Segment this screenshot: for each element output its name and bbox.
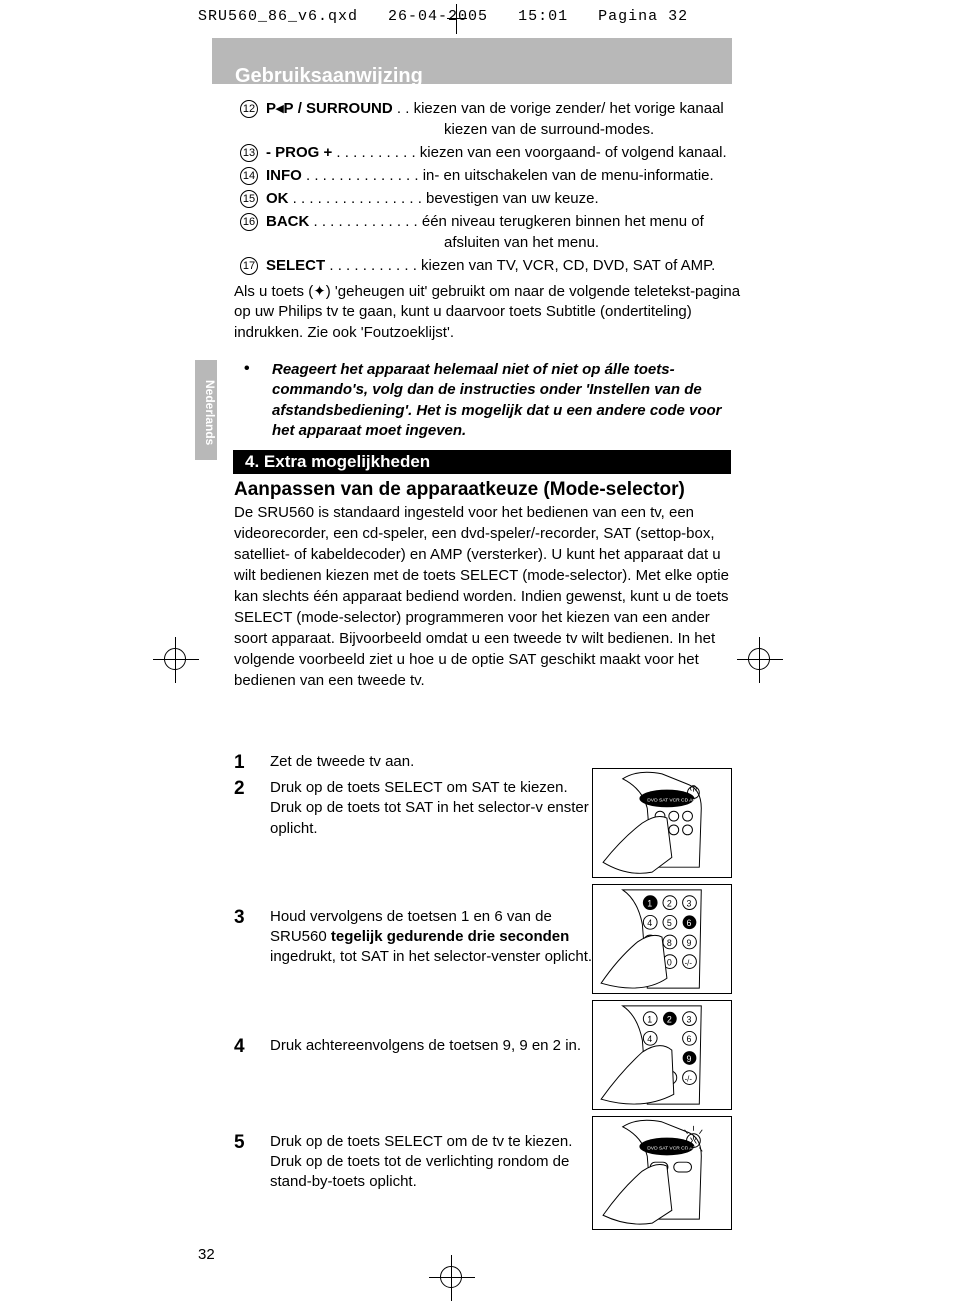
svg-text:5: 5 <box>667 918 672 928</box>
def-desc: in- en uitschakelen van de menu-informat… <box>423 167 714 184</box>
page-number: 32 <box>198 1246 215 1263</box>
svg-text:2: 2 <box>667 1015 672 1025</box>
step-row: 4 Druk achtereenvolgens de toetsen 9, 9 … <box>234 1036 594 1058</box>
svg-text:6: 6 <box>687 918 692 928</box>
header-filename: SRU560_86_v6.qxd <box>198 8 358 25</box>
definition-row: 14 INFO . . . . . . . . . . . . . . in- … <box>240 165 740 186</box>
definition-list: 12 P◂P / SURROUND . . kiezen van de vori… <box>240 98 740 278</box>
callout-number: 15 <box>240 190 258 208</box>
crop-mark-icon <box>447 4 467 34</box>
remote-illustration: DVD SAT VCR CD AMP <box>592 1116 732 1230</box>
remote-illustration: 1 2 3 4 5 6 7 8 9 0 -/- 1 <box>592 884 732 994</box>
step-number: 2 <box>234 778 270 839</box>
step-row: 1 Zet de tweede tv aan. <box>234 752 594 774</box>
definition-row: 13 - PROG + . . . . . . . . . . kiezen v… <box>240 142 740 163</box>
svg-text:9: 9 <box>687 938 692 948</box>
remote-illustration: DVD SAT VCR CD AMP <box>592 768 732 878</box>
def-label: BACK <box>266 213 309 230</box>
definition-row: 16 BACK . . . . . . . . . . . . . één ni… <box>240 211 740 253</box>
step-number: 5 <box>234 1132 270 1193</box>
definition-row: 12 P◂P / SURROUND . . kiezen van de vori… <box>240 98 740 140</box>
def-dots: . . . . . . . . . . . . . . <box>302 167 423 184</box>
step-list: 1 Zet de tweede tv aan. 2 Druk op de toe… <box>234 752 594 1196</box>
svg-text:DVD SAT VCR CD AMP: DVD SAT VCR CD AMP <box>647 1145 700 1151</box>
svg-text:8: 8 <box>667 938 672 948</box>
def-label: - PROG + <box>266 144 332 161</box>
callout-number: 14 <box>240 167 258 185</box>
svg-text:4: 4 <box>647 918 652 928</box>
step-text: Druk op de toets SELECT om de tv te kiez… <box>270 1132 594 1193</box>
callout-number: 16 <box>240 213 258 231</box>
step-text: Zet de tweede tv aan. <box>270 752 594 774</box>
svg-text:0: 0 <box>667 958 672 968</box>
print-header: SRU560_86_v6.qxd 26-04-2005 15:01 Pagina… <box>198 8 688 25</box>
language-tab: Nederlands <box>195 360 217 460</box>
def-dots: . . . . . . . . . . . . . <box>309 213 422 230</box>
def-continuation: kiezen van de surround-modes. <box>444 119 740 140</box>
registration-mark-icon <box>748 648 770 670</box>
def-label: SELECT <box>266 257 325 274</box>
body-paragraph: De SRU560 is standaard ingesteld voor he… <box>234 502 734 691</box>
def-dots: . . <box>393 100 414 117</box>
def-label: / SURROUND <box>294 100 393 117</box>
def-desc: kiezen van de vorige zender/ het vorige … <box>414 100 724 117</box>
header-date: 26-04-2005 <box>388 8 488 25</box>
section-title: Gebruiksaanwijzing <box>235 65 423 88</box>
step-text: Druk achtereenvolgens de toetsen 9, 9 en… <box>270 1036 594 1058</box>
svg-text:-/-: -/- <box>685 1075 693 1084</box>
header-time: 15:01 <box>518 8 568 25</box>
step-text: Houd vervolgens de toetsen 1 en 6 van de… <box>270 907 594 968</box>
def-desc: kiezen van TV, VCR, CD, DVD, SAT of AMP. <box>421 257 715 274</box>
def-desc: kiezen van een voorgaand- of volgend kan… <box>420 144 727 161</box>
step-text-bold: tegelijk gedurende drie seconden <box>331 928 569 945</box>
definition-row: 15 OK . . . . . . . . . . . . . . . . be… <box>240 188 740 209</box>
step-row: 5 Druk op de toets SELECT om de tv te ki… <box>234 1132 594 1193</box>
step-text-post: ingedrukt, tot SAT in het selector-venst… <box>270 948 592 965</box>
step-number: 1 <box>234 752 270 774</box>
registration-mark-icon <box>440 1266 462 1288</box>
definition-row: 17 SELECT . . . . . . . . . . . kiezen v… <box>240 255 740 276</box>
bullet-text: Reageert het apparaat helemaal niet of n… <box>272 360 739 441</box>
svg-text:-/-: -/- <box>685 959 693 968</box>
step-row: 2 Druk op de toets SELECT om SAT te kiez… <box>234 778 594 839</box>
callout-number: 17 <box>240 257 258 275</box>
step-number: 3 <box>234 907 270 968</box>
bullet-icon: • <box>244 360 272 441</box>
bullet-note: • Reageert het apparaat helemaal niet of… <box>244 360 739 441</box>
def-label: INFO <box>266 167 302 184</box>
def-dots: . . . . . . . . . . <box>332 144 420 161</box>
svg-text:9: 9 <box>687 1054 692 1064</box>
def-continuation: afsluiten van het menu. <box>444 232 740 253</box>
def-desc: één niveau terugkeren binnen het menu of <box>422 213 704 230</box>
subheading: Aanpassen van de apparaatkeuze (Mode-sel… <box>234 479 685 501</box>
header-page: Pagina 32 <box>598 8 688 25</box>
registration-mark-icon <box>164 648 186 670</box>
svg-text:1: 1 <box>647 899 652 909</box>
svg-text:3: 3 <box>687 1015 692 1025</box>
svg-text:1: 1 <box>647 1015 652 1025</box>
def-label: OK <box>266 190 289 207</box>
def-dots: . . . . . . . . . . . <box>325 257 421 274</box>
remote-illustration: 1 2 3 4 6 9 0 -/- <box>592 1000 732 1110</box>
swap-icon: P◂P <box>266 98 294 119</box>
svg-text:3: 3 <box>687 899 692 909</box>
section-heading-bar: 4. Extra mogelijkheden <box>233 450 731 474</box>
callout-number: 13 <box>240 144 258 162</box>
def-desc: bevestigen van uw keuze. <box>426 190 599 207</box>
def-dots: . . . . . . . . . . . . . . . . <box>289 190 427 207</box>
step-row: 3 Houd vervolgens de toetsen 1 en 6 van … <box>234 907 594 968</box>
callout-number: 12 <box>240 100 258 118</box>
teletext-paragraph: Als u toets (✦) 'geheugen uit' gebruikt … <box>234 282 744 343</box>
svg-text:6: 6 <box>687 1034 692 1044</box>
step-number: 4 <box>234 1036 270 1058</box>
step-text: Druk op de toets SELECT om SAT te kiezen… <box>270 778 594 839</box>
svg-text:2: 2 <box>667 899 672 909</box>
svg-text:4: 4 <box>647 1034 652 1044</box>
